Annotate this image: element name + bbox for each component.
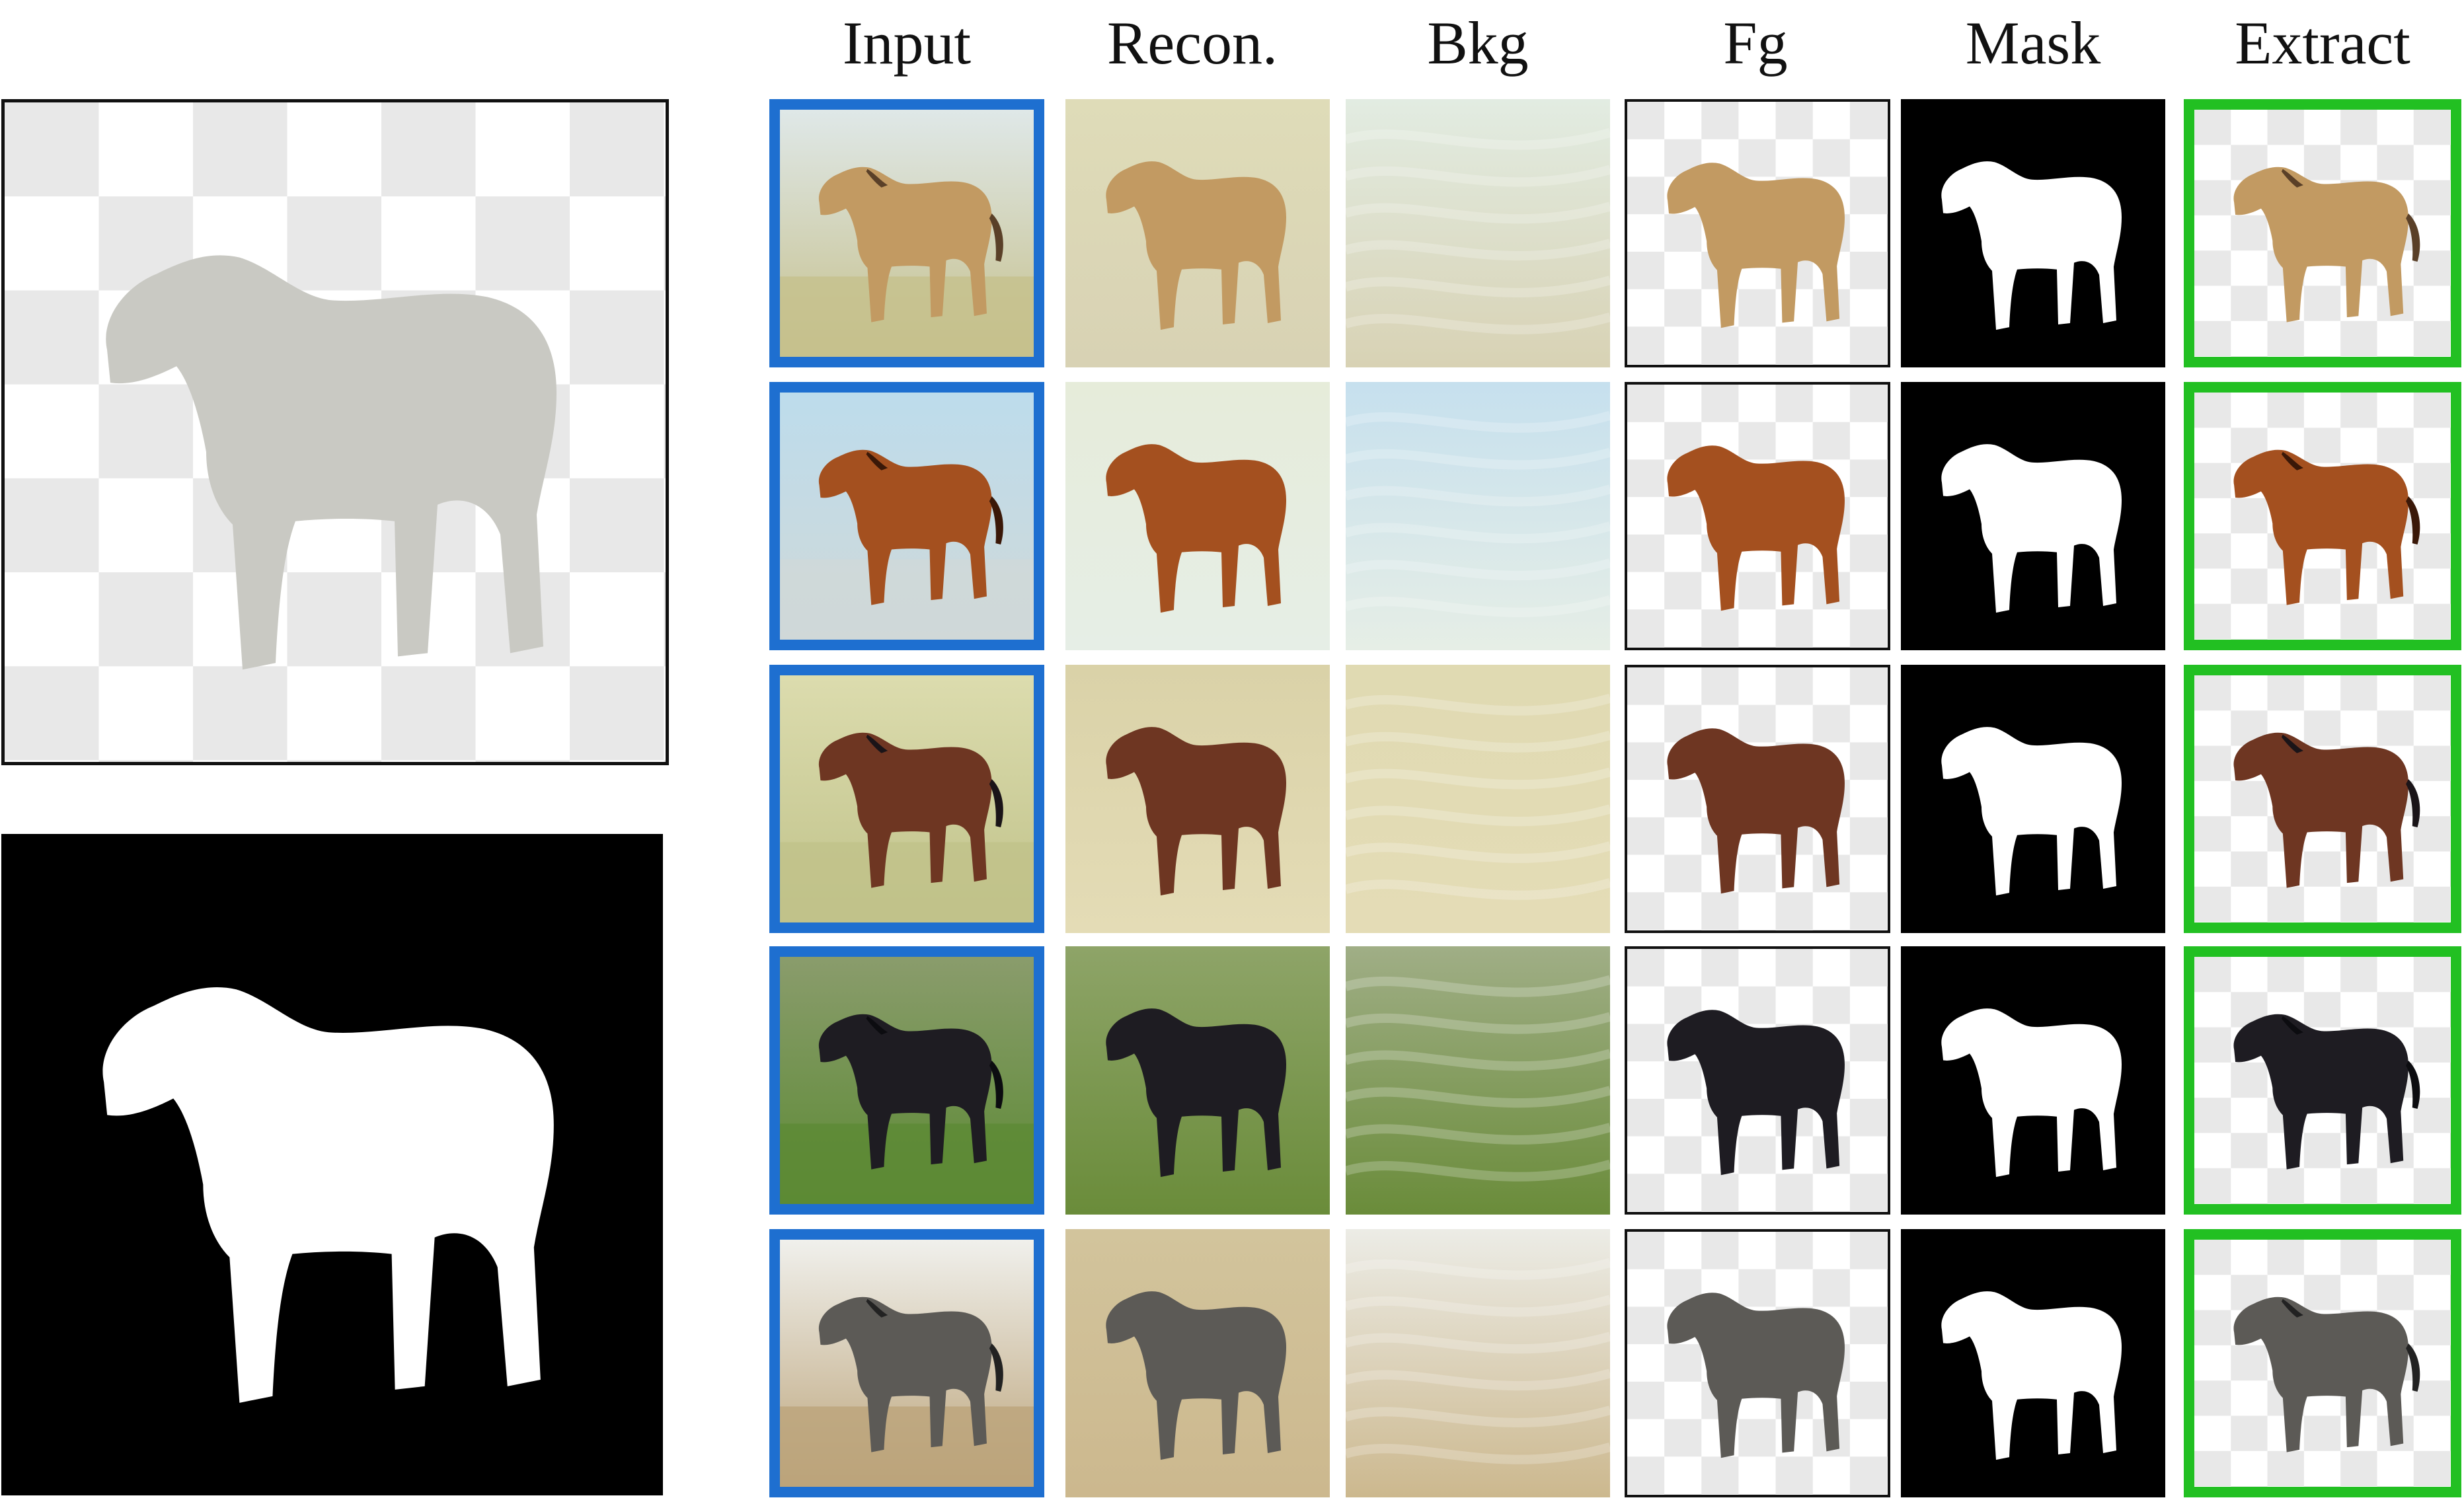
column-header-input: Input — [842, 9, 972, 77]
mask-image-row-4 — [1901, 946, 2165, 1215]
input-image-row-5 — [769, 1229, 1044, 1497]
bkg-image-row-4 — [1346, 946, 1610, 1215]
input-image-row-4 — [769, 946, 1044, 1215]
recon-image-row-3 — [1065, 665, 1330, 933]
column-header-mask: Mask — [1965, 9, 2101, 77]
recon-image-row-4 — [1065, 946, 1330, 1215]
fg-image-row-1 — [1625, 99, 1890, 367]
fg-image-row-4 — [1625, 946, 1890, 1215]
extract-image-row-1 — [2184, 99, 2461, 367]
mask-image-row-3 — [1901, 665, 2165, 933]
fg-image-row-5 — [1625, 1229, 1890, 1497]
extract-image-row-4 — [2184, 946, 2461, 1215]
column-header-fg: Fg — [1723, 9, 1788, 77]
fg-image-row-2 — [1625, 382, 1890, 650]
extract-image-row-2 — [2184, 382, 2461, 650]
recon-image-row-1 — [1065, 99, 1330, 367]
large-mask-panel — [1, 834, 663, 1495]
column-header-bkg: Bkg — [1427, 9, 1529, 77]
mask-image-row-5 — [1901, 1229, 2165, 1497]
large-foreground-panel — [1, 99, 669, 765]
bkg-image-row-5 — [1346, 1229, 1610, 1497]
bkg-image-row-1 — [1346, 99, 1610, 367]
bkg-image-row-2 — [1346, 382, 1610, 650]
extract-image-row-3 — [2184, 665, 2461, 933]
input-image-row-1 — [769, 99, 1044, 367]
extract-image-row-5 — [2184, 1229, 2461, 1497]
bkg-image-row-3 — [1346, 665, 1610, 933]
mask-image-row-2 — [1901, 382, 2165, 650]
input-image-row-3 — [769, 665, 1044, 933]
fg-image-row-3 — [1625, 665, 1890, 933]
column-header-recon: Recon. — [1106, 9, 1278, 77]
mask-image-row-1 — [1901, 99, 2165, 367]
column-header-extract: Extract — [2235, 9, 2410, 77]
input-image-row-2 — [769, 382, 1044, 650]
recon-image-row-2 — [1065, 382, 1330, 650]
recon-image-row-5 — [1065, 1229, 1330, 1497]
